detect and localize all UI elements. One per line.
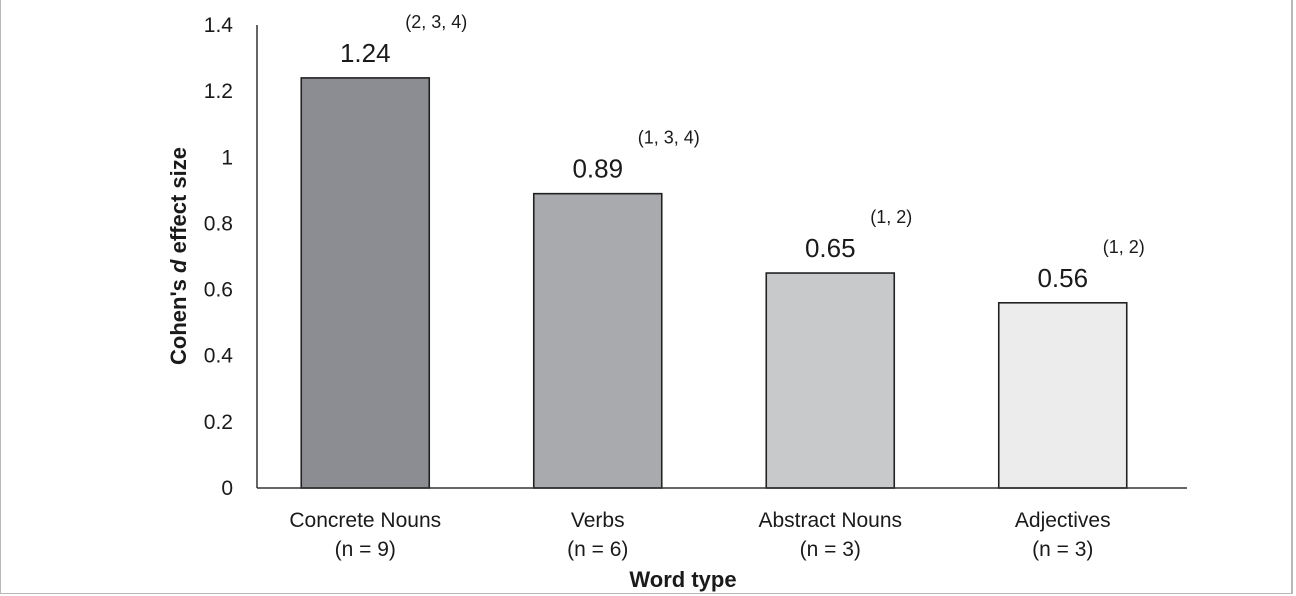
y-axis-ticks: 0 0.2 0.4 0.6 0.8 1 1.2 1.4 [204,14,234,500]
y-tick-label: 1.2 [204,80,233,103]
category-count-label: (n = 3) [1032,538,1093,561]
category-label: Concrete Nouns [289,509,441,532]
y-axis-title-part-1: Cohen's [166,273,191,365]
bar [765,272,896,489]
significance-label: (2, 3, 4) [405,12,467,32]
significance-label: (1, 3, 4) [638,128,700,148]
bar-value-label: 0.89 [572,154,623,184]
category-label: Abstract Nouns [758,509,902,532]
significance-label: (1, 2) [870,207,912,227]
y-tick-label: 0.4 [204,345,234,368]
bar [997,301,1128,489]
bar-value-label: 1.24 [340,38,391,68]
category-count-label: (n = 6) [567,538,628,561]
y-tick-label: 0 [221,477,233,500]
x-axis-title: Word type [629,567,736,592]
y-tick-label: 0.2 [204,411,233,434]
y-tick-label: 1 [221,146,233,169]
bar-value-label: 0.56 [1037,263,1088,293]
bars [300,77,1128,489]
y-axis-title-italic-d: d [166,259,191,273]
y-tick-label: 0.8 [204,212,233,235]
y-axis-title-part-2: effect size [166,147,191,260]
significance-label: (1, 2) [1103,237,1145,257]
category-count-label: (n = 9) [335,538,396,561]
bar-value-label: 0.65 [805,233,856,263]
y-axis-title: Cohen's d effect size [166,147,191,365]
y-tick-label: 0.6 [204,279,233,302]
bar [532,192,663,489]
category-label: Adjectives [1015,509,1111,532]
bar [300,77,431,489]
x-axis-categories: Concrete Nouns (n = 9) Verbs (n = 6) Abstrac… [289,509,1110,561]
category-count-label: (n = 3) [800,538,861,561]
y-tick-label: 1.4 [204,14,234,37]
data-labels: 1.24 (2, 3, 4) 0.89 (1, 3, 4) 0.65 (1, 2) 0.56… [340,12,1145,293]
category-label: Verbs [571,509,625,532]
